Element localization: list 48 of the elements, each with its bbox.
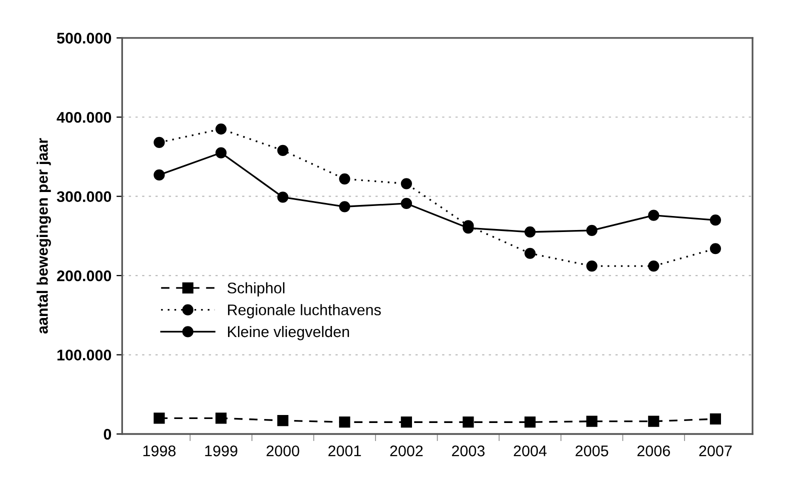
point: [154, 412, 165, 424]
point: [339, 173, 350, 184]
point: [339, 416, 350, 428]
point: [277, 192, 288, 203]
point: [648, 260, 660, 272]
y-axis-title: aantal bewegingen per jaar: [36, 138, 51, 334]
y-tick-label: 0: [104, 428, 112, 440]
legend-label: Kleine vliegvelden: [228, 326, 349, 340]
point: [586, 416, 598, 427]
point: [710, 413, 722, 425]
x-tick-label: 2002: [390, 446, 423, 456]
x-tick-label: 1999: [205, 446, 238, 456]
point: [524, 416, 536, 428]
point: [277, 414, 288, 426]
point: [154, 136, 165, 148]
y-tick-label: 100.000: [57, 350, 112, 360]
point: [524, 248, 536, 259]
point: [400, 416, 412, 428]
x-tick-label: 2000: [266, 446, 300, 456]
x-tick-label: 2007: [699, 446, 732, 456]
point: [648, 416, 660, 427]
point: [400, 178, 412, 190]
point: [215, 147, 227, 158]
point: [400, 198, 412, 210]
point: [710, 243, 722, 254]
point: [710, 214, 722, 226]
point: [215, 123, 227, 135]
legend-label: Schiphol: [227, 282, 284, 296]
point: [277, 144, 288, 156]
point: [648, 210, 660, 221]
y-tick-label: 500.000: [56, 32, 112, 44]
point: [154, 169, 165, 181]
x-tick-label: 1998: [143, 446, 176, 456]
point: [524, 226, 536, 238]
x-tick-label: 2001: [328, 446, 361, 456]
point: [339, 201, 350, 212]
x-tick-label: 2005: [576, 446, 608, 456]
y-tick-label: 400.000: [56, 112, 112, 123]
x-tick-label: 2006: [637, 446, 670, 456]
point: [586, 224, 598, 236]
point: [462, 416, 474, 428]
point: [215, 412, 227, 424]
point: [586, 260, 598, 272]
legend-label: Regionale luchthavens: [228, 304, 381, 318]
x-tick-label: 2003: [452, 446, 485, 456]
x-tick-label: 2004: [514, 446, 547, 456]
y-tick-label: 300.000: [56, 191, 112, 202]
y-tick-label: 200.000: [57, 270, 112, 282]
